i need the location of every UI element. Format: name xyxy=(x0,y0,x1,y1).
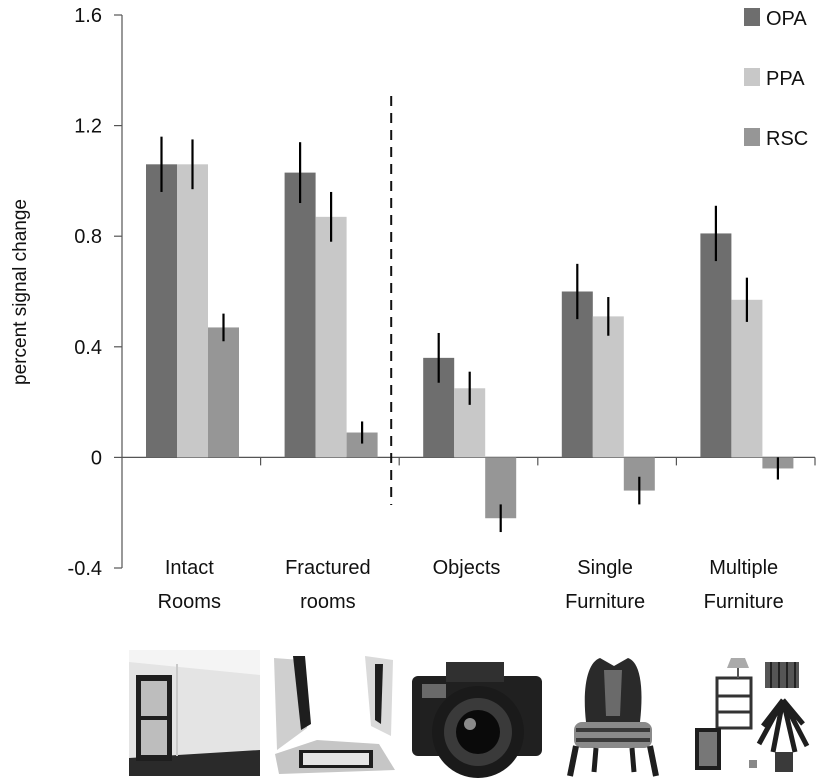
fractured-room-photo-icon xyxy=(271,654,398,776)
x-category-label: Multiple xyxy=(709,557,778,579)
bar-ppa xyxy=(592,316,624,458)
x-category-label: Furniture xyxy=(704,591,784,613)
x-category-label: Furniture xyxy=(565,591,645,613)
bar-opa xyxy=(146,164,177,458)
y-tick-label: 0.8 xyxy=(74,226,102,248)
y-tick-label: 0.4 xyxy=(74,337,102,359)
y-tick-label: 1.2 xyxy=(74,116,102,138)
bar-ppa xyxy=(315,216,347,458)
y-axis-title: percent signal change xyxy=(10,199,31,385)
y-tick-label: 0 xyxy=(91,447,102,469)
bar-ppa xyxy=(731,299,763,458)
labels: 1.6 1.2 0.8 0.4 0 -0.4 Intact Rooms Fractured roo… xyxy=(68,5,784,613)
y-tick-label: 1.6 xyxy=(74,5,102,27)
x-category-label: Objects xyxy=(433,557,501,579)
x-category-label: Single xyxy=(577,557,633,579)
furniture-collage-icon xyxy=(695,658,810,772)
x-category-label: Intact xyxy=(165,557,214,579)
camera-photo-icon xyxy=(412,662,542,778)
x-category-label: rooms xyxy=(300,591,356,613)
chair-photo-icon xyxy=(567,658,659,777)
x-category-label: Rooms xyxy=(158,591,221,613)
legend-label-opa: OPA xyxy=(766,8,807,30)
legend-swatch-ppa xyxy=(744,68,760,86)
x-category-label: Fractured xyxy=(285,557,371,579)
axes xyxy=(114,14,816,569)
legend-swatch-rsc xyxy=(744,128,760,146)
bar-opa xyxy=(284,172,316,458)
legend-label-rsc: RSC xyxy=(766,128,808,150)
bar-rsc xyxy=(208,327,239,458)
room-photo-icon xyxy=(129,650,260,776)
bar-ppa xyxy=(177,164,208,458)
bars xyxy=(146,136,794,533)
y-tick-label: -0.4 xyxy=(68,558,102,580)
legend-swatch-opa xyxy=(744,8,760,26)
legend-label-ppa: PPA xyxy=(766,68,805,90)
legend: OPA PPA RSC xyxy=(744,8,808,150)
bar-opa xyxy=(700,233,732,458)
